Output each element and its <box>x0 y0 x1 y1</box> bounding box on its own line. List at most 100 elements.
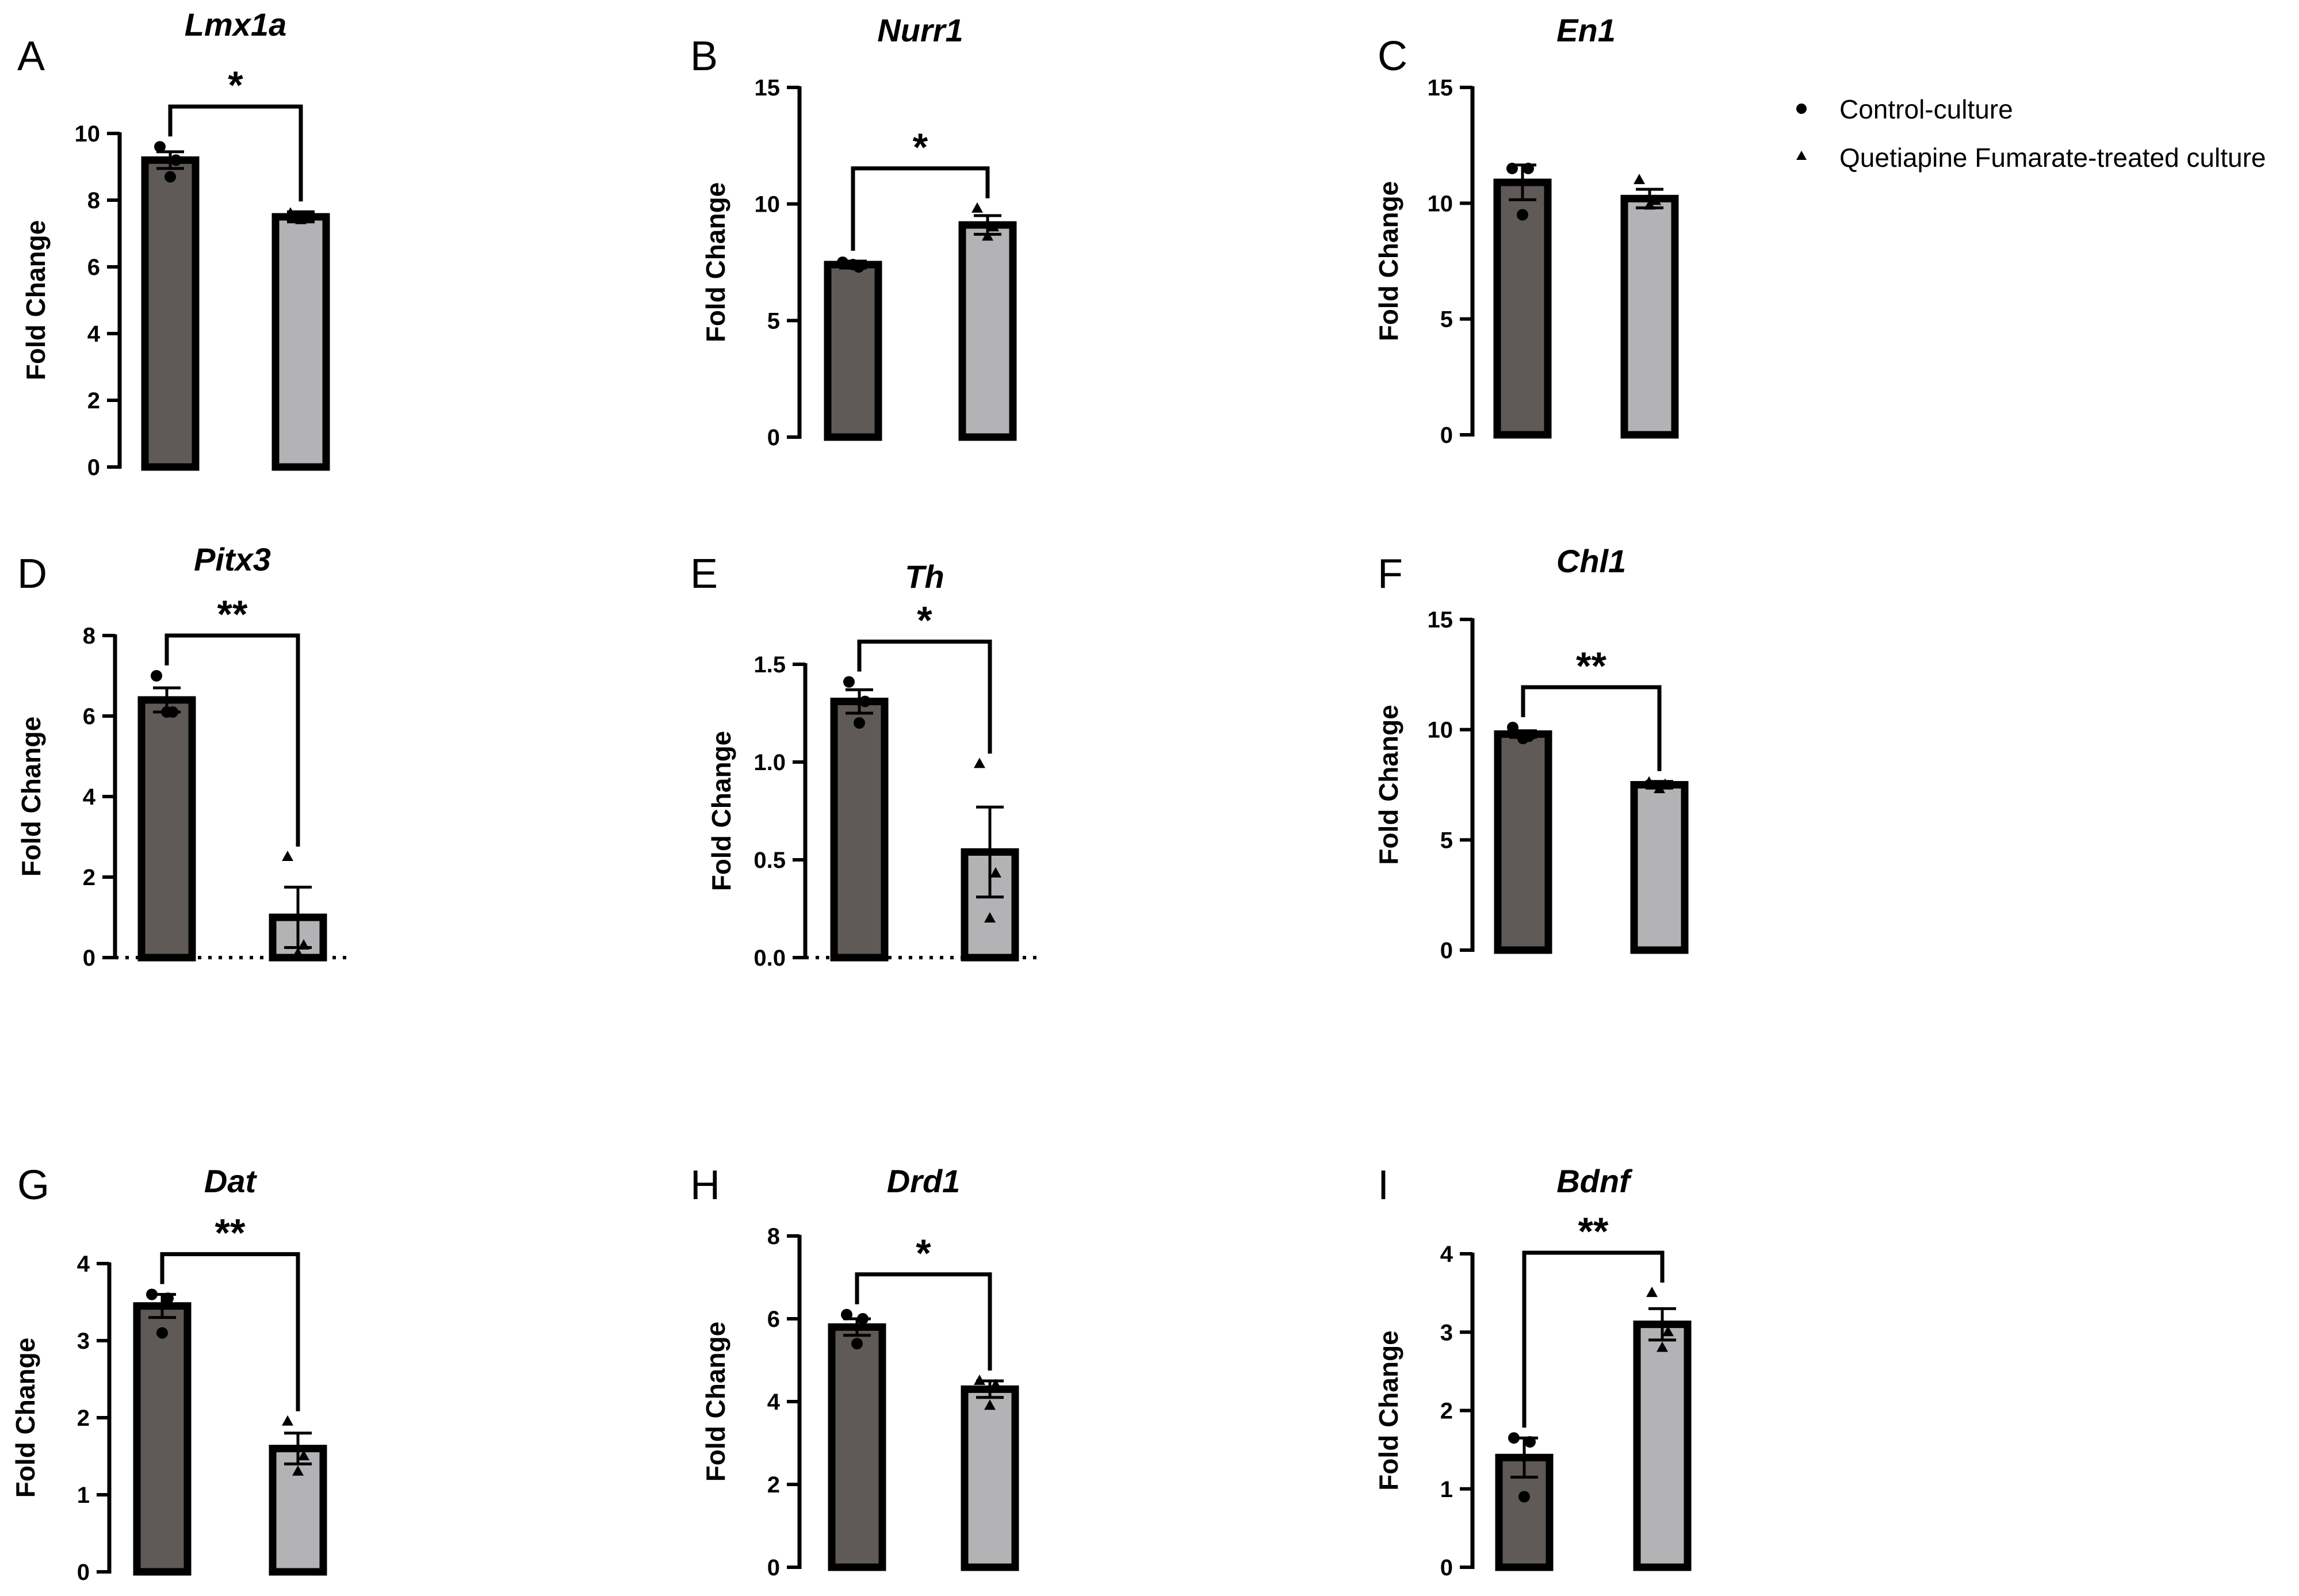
data-point-treated <box>990 867 1001 878</box>
y-axis-label: Fold Change <box>10 1338 40 1498</box>
data-point-control <box>162 1292 174 1304</box>
panel-title: Th <box>905 558 944 595</box>
data-point-treated <box>1644 199 1655 210</box>
significance-bracket <box>1521 685 1662 771</box>
legend-marker-control <box>1796 104 1807 114</box>
data-point-control <box>1506 162 1518 174</box>
significance-bracket <box>168 104 303 202</box>
data-point-treated <box>282 851 293 861</box>
legend-marker-treated <box>1796 151 1807 160</box>
y-tick-label: 0 <box>1440 1555 1453 1580</box>
data-point-treated <box>974 757 985 768</box>
panel-title: Dat <box>204 1163 258 1199</box>
panel-letter: D <box>17 551 47 597</box>
y-tick-label: 0.5 <box>753 848 786 873</box>
data-point-control <box>170 154 182 166</box>
y-tick-label: 4 <box>1440 1242 1453 1267</box>
panel-g: G Dat 0 1 2 3 4 Fold Change ** <box>10 1162 327 1585</box>
data-point-treated <box>1654 783 1665 794</box>
significance-bracket <box>855 1272 992 1371</box>
panel-title: Pitx3 <box>194 541 271 577</box>
y-tick-label: 0 <box>767 425 780 450</box>
significance-label: * <box>228 63 243 107</box>
y-axis-label: Fold Change <box>1374 705 1403 865</box>
panel-letter: E <box>690 551 718 597</box>
panel-title: Drd1 <box>887 1163 961 1199</box>
significance-bracket <box>165 633 300 847</box>
data-point-treated <box>292 947 304 958</box>
data-point-control <box>1517 733 1529 744</box>
y-tick-label: 0 <box>87 455 100 480</box>
y-tick-label: 1.0 <box>753 750 786 775</box>
panel-title: En1 <box>1556 12 1616 48</box>
y-tick-label: 0.0 <box>753 946 786 971</box>
data-point-control <box>1524 1436 1536 1448</box>
panel-letter: B <box>690 33 718 79</box>
significance-label: * <box>913 125 928 169</box>
data-point-treated <box>984 1399 996 1410</box>
y-axis-label: Fold Change <box>1374 1330 1403 1491</box>
data-point-control <box>156 1327 168 1339</box>
bar-control <box>141 156 200 471</box>
y-tick-label: 4 <box>83 784 96 810</box>
data-point-treated <box>1634 174 1645 185</box>
y-tick-label: 15 <box>755 75 781 101</box>
y-tick-label: 0 <box>767 1555 780 1580</box>
y-axis-label: Fold Change <box>701 182 730 343</box>
panel-c: C En1 0 5 10 15 Fold Change <box>1374 12 1679 448</box>
data-point-treated <box>982 230 993 241</box>
y-tick-label: 8 <box>83 623 95 649</box>
panel-i: I Bdnf 0 1 2 3 4 Fold Change ** <box>1374 1162 1692 1580</box>
data-point-treated <box>301 210 312 221</box>
legend-label-treated: Quetiapine Fumarate-treated culture <box>1839 143 2266 173</box>
data-point-treated <box>295 213 307 224</box>
bar-control <box>137 696 196 962</box>
y-tick-label: 4 <box>767 1390 781 1415</box>
y-tick-label: 0 <box>77 1560 90 1585</box>
data-point-treated <box>974 1375 985 1385</box>
data-point-control <box>151 670 162 682</box>
bar-control <box>133 1302 192 1576</box>
panel-letter: I <box>1378 1162 1389 1208</box>
y-tick-label: 4 <box>87 322 101 347</box>
bar-treated <box>271 213 330 471</box>
significance-bracket <box>857 640 992 754</box>
data-point-control <box>837 257 848 268</box>
y-tick-label: 0 <box>83 946 95 971</box>
y-tick-label: 1 <box>1440 1477 1453 1502</box>
bar-treated <box>1630 781 1689 954</box>
data-point-control <box>161 706 173 718</box>
data-point-control <box>165 171 176 183</box>
data-point-control <box>843 676 855 688</box>
significance-label: * <box>917 599 932 642</box>
data-point-control <box>847 259 859 271</box>
y-tick-label: 2 <box>1440 1399 1453 1424</box>
data-point-treated <box>1659 778 1671 789</box>
y-tick-label: 15 <box>1428 607 1453 633</box>
panel-title: Nurr1 <box>877 12 963 48</box>
data-point-treated <box>282 1415 293 1426</box>
panel-letter: F <box>1378 551 1403 597</box>
bar-treated <box>1620 194 1679 439</box>
significance-bracket <box>1522 1250 1665 1428</box>
y-tick-label: 5 <box>1440 828 1453 853</box>
y-axis-label: Fold Change <box>21 220 51 381</box>
bar-treated <box>961 1385 1019 1571</box>
panel-title: Lmx1a <box>185 6 286 43</box>
data-point-treated <box>1643 776 1655 787</box>
data-point-control <box>857 1313 869 1325</box>
panel-e: E Th 0.0 0.5 1.0 1.5 Fold Change * <box>690 551 1042 971</box>
data-point-treated <box>298 939 309 950</box>
data-point-treated <box>292 1465 304 1476</box>
data-point-control <box>1507 721 1518 733</box>
panel-h: H Drd1 0 2 4 6 8 Fold Change * <box>690 1162 1019 1580</box>
y-tick-label: 2 <box>83 865 95 890</box>
y-tick-label: 10 <box>1428 718 1453 743</box>
data-point-control <box>1517 209 1528 221</box>
y-axis-label: Fold Change <box>16 717 46 877</box>
y-tick-label: 5 <box>1440 307 1453 332</box>
bar-treated <box>958 221 1017 441</box>
y-tick-label: 8 <box>767 1224 780 1249</box>
